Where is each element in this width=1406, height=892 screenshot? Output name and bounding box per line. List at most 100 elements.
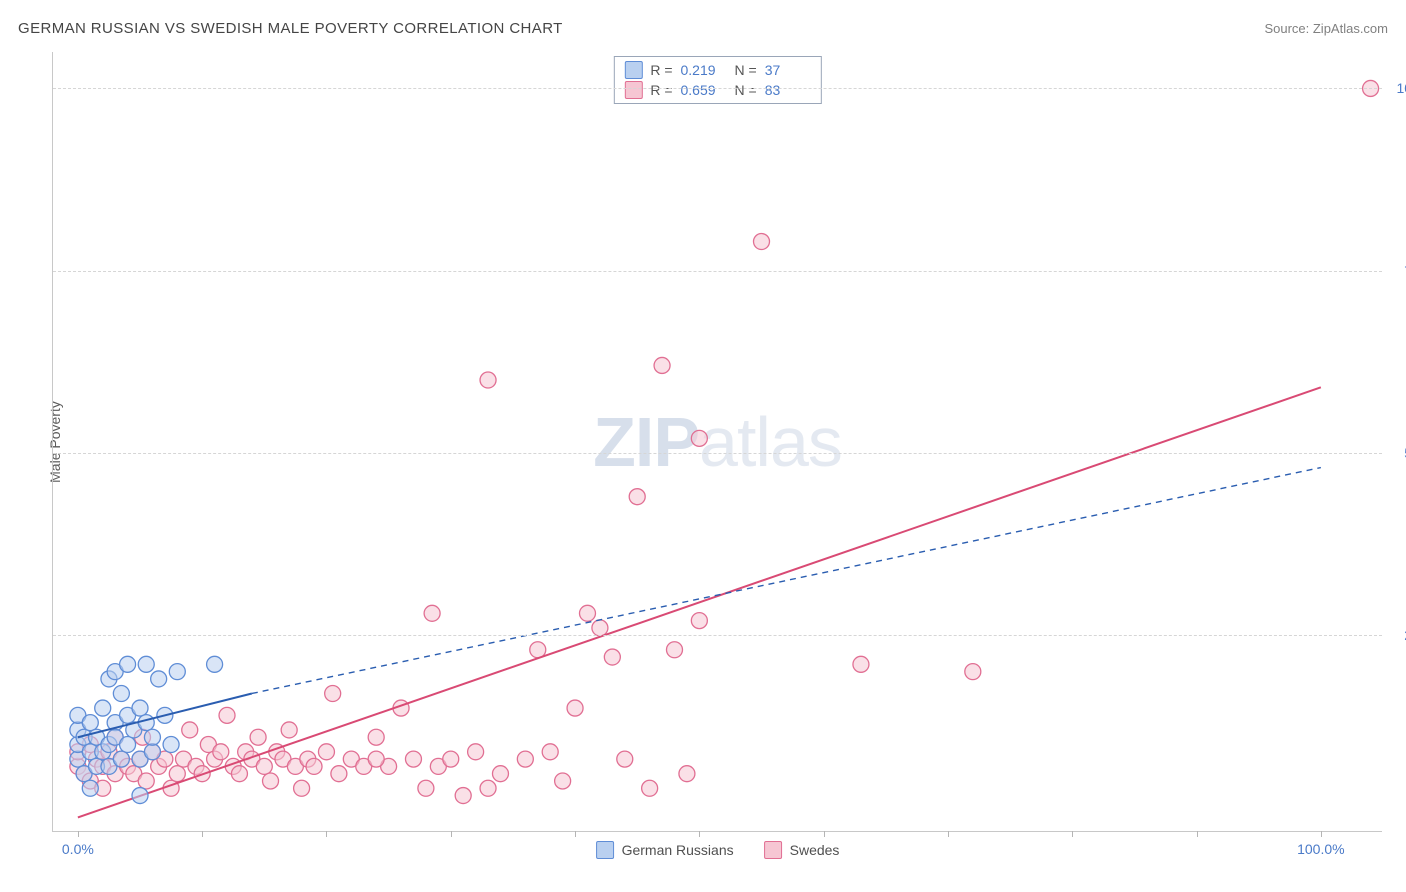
- chart-svg: [53, 52, 1383, 832]
- legend-r-value-2: 0.659: [681, 82, 727, 98]
- xtick: [948, 831, 949, 837]
- scatter-point: [213, 744, 229, 760]
- scatter-point: [256, 758, 272, 774]
- scatter-point: [82, 715, 98, 731]
- xtick: [575, 831, 576, 837]
- scatter-point: [281, 722, 297, 738]
- scatter-point: [679, 766, 695, 782]
- source-attribution: Source: ZipAtlas.com: [1264, 21, 1388, 36]
- legend-n-label: N =: [735, 62, 757, 78]
- scatter-point: [169, 664, 185, 680]
- scatter-point: [219, 707, 235, 723]
- chart-title: GERMAN RUSSIAN VS SWEDISH MALE POVERTY C…: [18, 20, 563, 37]
- scatter-point: [579, 605, 595, 621]
- scatter-point: [325, 685, 341, 701]
- scatter-point: [455, 788, 471, 804]
- scatter-point: [629, 489, 645, 505]
- scatter-point: [853, 656, 869, 672]
- legend-stats: R = 0.219 N = 37 R = 0.659 N = 83: [613, 56, 821, 104]
- scatter-point: [120, 737, 136, 753]
- scatter-point: [151, 671, 167, 687]
- scatter-point: [666, 642, 682, 658]
- scatter-point: [132, 700, 148, 716]
- xtick: [326, 831, 327, 837]
- ytick-label: 100.0%: [1397, 80, 1406, 96]
- trend-line: [78, 387, 1321, 817]
- legend-swatch-1b: [596, 841, 614, 859]
- scatter-point: [294, 780, 310, 796]
- scatter-point: [443, 751, 459, 767]
- legend-series-item-1: German Russians: [596, 841, 734, 859]
- scatter-point: [95, 700, 111, 716]
- scatter-point: [120, 656, 136, 672]
- scatter-point: [654, 357, 670, 373]
- scatter-point: [144, 744, 160, 760]
- scatter-point: [418, 780, 434, 796]
- xtick-label: 100.0%: [1297, 841, 1344, 857]
- scatter-point: [144, 729, 160, 745]
- scatter-point: [368, 729, 384, 745]
- scatter-point: [754, 234, 770, 250]
- legend-series-label-2: Swedes: [790, 842, 840, 858]
- scatter-point: [642, 780, 658, 796]
- scatter-point: [113, 685, 129, 701]
- scatter-point: [113, 751, 129, 767]
- gridline: [53, 453, 1382, 454]
- legend-series-label-1: German Russians: [622, 842, 734, 858]
- scatter-point: [169, 766, 185, 782]
- scatter-point: [207, 656, 223, 672]
- scatter-point: [480, 372, 496, 388]
- legend-n-label: N =: [735, 82, 757, 98]
- legend-stats-row-2: R = 0.659 N = 83: [624, 80, 810, 100]
- scatter-point: [263, 773, 279, 789]
- gridline: [53, 88, 1382, 89]
- legend-swatch-2b: [764, 841, 782, 859]
- scatter-point: [138, 656, 154, 672]
- scatter-point: [691, 430, 707, 446]
- scatter-point: [231, 766, 247, 782]
- scatter-point: [604, 649, 620, 665]
- scatter-point: [965, 664, 981, 680]
- scatter-point: [405, 751, 421, 767]
- scatter-point: [306, 758, 322, 774]
- legend-r-label: R =: [650, 62, 672, 78]
- xtick: [824, 831, 825, 837]
- scatter-point: [592, 620, 608, 636]
- scatter-point: [567, 700, 583, 716]
- scatter-point: [368, 751, 384, 767]
- legend-n-value-1: 37: [765, 62, 811, 78]
- scatter-point: [542, 744, 558, 760]
- legend-n-value-2: 83: [765, 82, 811, 98]
- xtick: [78, 831, 79, 837]
- scatter-point: [250, 729, 266, 745]
- legend-swatch-2: [624, 81, 642, 99]
- scatter-point: [138, 715, 154, 731]
- gridline: [53, 635, 1382, 636]
- scatter-point: [617, 751, 633, 767]
- scatter-point: [424, 605, 440, 621]
- scatter-point: [318, 744, 334, 760]
- xtick: [1321, 831, 1322, 837]
- scatter-point: [331, 766, 347, 782]
- xtick: [699, 831, 700, 837]
- legend-series: German Russians Swedes: [596, 841, 840, 859]
- source-prefix: Source:: [1264, 21, 1312, 36]
- chart-container: Male Poverty ZIPatlas R = 0.219 N = 37 R…: [52, 52, 1382, 832]
- scatter-point: [517, 751, 533, 767]
- scatter-point: [182, 722, 198, 738]
- scatter-point: [480, 780, 496, 796]
- legend-series-item-2: Swedes: [764, 841, 840, 859]
- scatter-point: [468, 744, 484, 760]
- gridline: [53, 271, 1382, 272]
- scatter-point: [163, 737, 179, 753]
- scatter-point: [82, 780, 98, 796]
- xtick-label: 0.0%: [62, 841, 94, 857]
- legend-swatch-1: [624, 61, 642, 79]
- xtick: [1197, 831, 1198, 837]
- legend-stats-row-1: R = 0.219 N = 37: [624, 60, 810, 80]
- legend-r-label: R =: [650, 82, 672, 98]
- xtick: [1072, 831, 1073, 837]
- scatter-point: [132, 788, 148, 804]
- plot-area: ZIPatlas R = 0.219 N = 37 R = 0.659 N = …: [52, 52, 1382, 832]
- scatter-point: [555, 773, 571, 789]
